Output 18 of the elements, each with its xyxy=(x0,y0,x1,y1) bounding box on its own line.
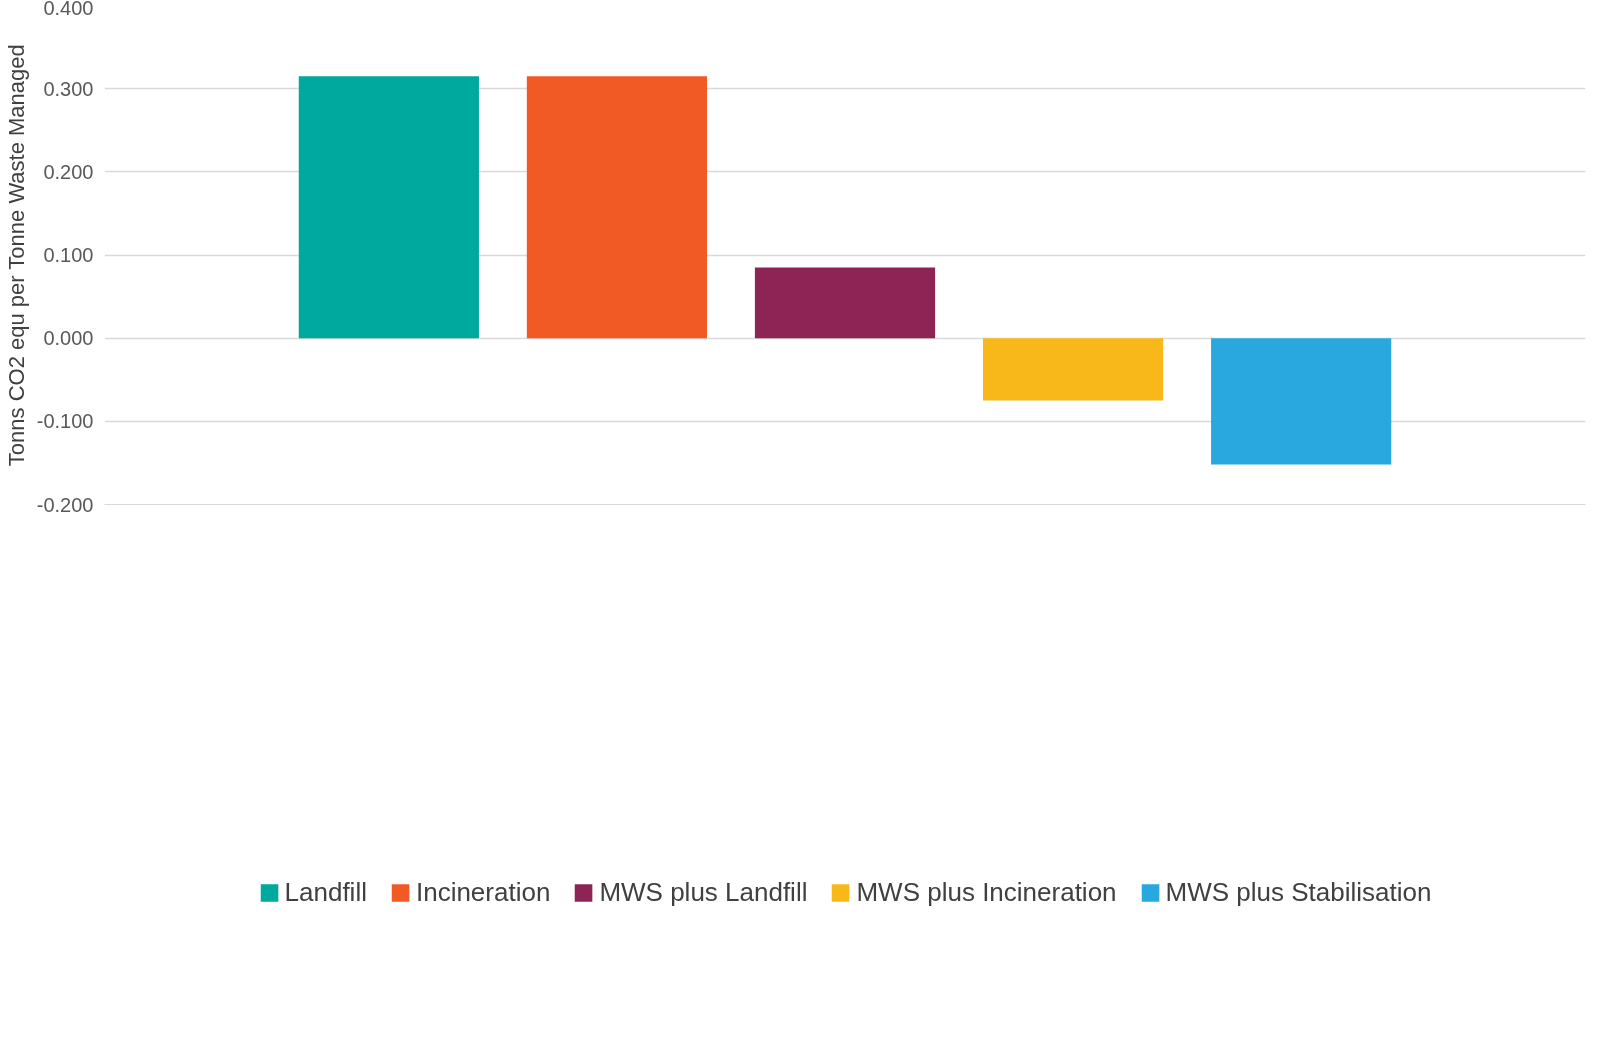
legend-label: MWS plus Incineration xyxy=(856,876,1117,908)
y-tick-label: 0.100 xyxy=(43,244,94,266)
legend-label: MWS plus Stabilisation xyxy=(1165,876,1432,908)
bar xyxy=(754,267,936,339)
bar xyxy=(1211,338,1392,465)
bar xyxy=(982,338,1164,401)
y-tick-label: 0.300 xyxy=(43,77,94,100)
bar xyxy=(526,76,708,339)
y-axis-title: Tonns CO2 equ per Tonne Waste Managed xyxy=(3,44,29,467)
y-tick-label: 0.200 xyxy=(43,160,94,183)
legend-label: Landfill xyxy=(284,876,367,908)
y-tick-label: -0.100 xyxy=(36,410,94,433)
y-tick-label: 0.000 xyxy=(43,327,94,350)
bar xyxy=(298,76,479,339)
y-tick-label: 0.400 xyxy=(43,0,94,19)
legend-label: Incineration xyxy=(415,876,551,908)
y-tick-label: -0.200 xyxy=(36,493,94,516)
legend-label: MWS plus Landfill xyxy=(599,876,808,908)
